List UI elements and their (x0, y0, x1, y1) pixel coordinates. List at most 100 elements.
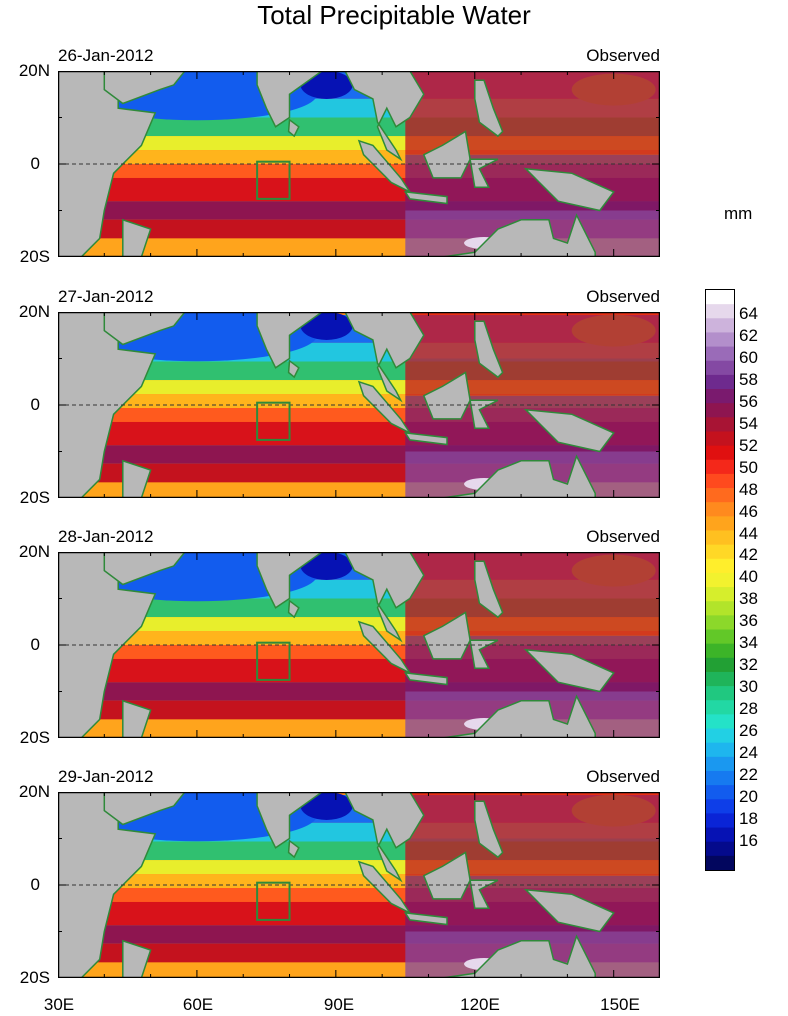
tpw-band (405, 792, 660, 839)
panel-3-lat-south: 20S (19, 728, 50, 747)
land-mass (403, 911, 448, 926)
colorbar-swatch (706, 417, 734, 432)
land-mass (474, 800, 504, 859)
land-mass (469, 639, 499, 670)
panel-1-lat-equator: 0 (30, 154, 40, 173)
colorbar-label: 46 (739, 501, 758, 521)
colorbar-label: 44 (739, 523, 758, 543)
colorbar-label: 38 (739, 589, 758, 609)
colorbar-label: 26 (739, 721, 758, 741)
land-mass (103, 71, 186, 105)
panel-1-status: Observed (586, 46, 660, 65)
land-mass (224, 312, 324, 369)
colorbar-swatch (706, 346, 734, 362)
colorbar-swatch (706, 332, 734, 348)
colorbar-label: 34 (739, 633, 758, 653)
colorbar-swatch (706, 502, 734, 517)
tpw-band (405, 552, 660, 599)
colorbar-swatch (706, 530, 734, 546)
colorbar-label: 24 (739, 743, 758, 762)
colorbar-border (705, 289, 735, 871)
panel-2-lat-north: 20N (18, 302, 50, 321)
study-area-box (256, 641, 291, 681)
colorbar-label: 42 (739, 545, 758, 565)
land-mass (287, 118, 300, 138)
colorbar-swatch (706, 304, 734, 319)
land-mass (103, 312, 186, 346)
land-mass (403, 190, 448, 205)
lon-label-60e: 60E (182, 995, 214, 1014)
colorbar-swatch (706, 799, 734, 814)
colorbar-swatch (706, 488, 734, 503)
colorbar-label: 54 (739, 413, 758, 433)
land-mass (469, 879, 499, 910)
colorbar-label: 64 (739, 304, 758, 323)
land-mass (224, 552, 324, 609)
panel-3-lat-equator: 0 (30, 635, 40, 654)
colorbar-unit: mm (724, 204, 753, 223)
panel-4-lat-equator: 0 (30, 875, 40, 894)
colorbar-label: 52 (739, 435, 758, 455)
land-mass (344, 792, 425, 883)
land-mass (474, 320, 504, 379)
colorbar-label: 22 (739, 764, 758, 784)
panel-1-date: 26-Jan-2012 (58, 46, 154, 65)
land-mass (103, 552, 186, 586)
land-mass (523, 888, 615, 933)
land-mass (403, 671, 448, 686)
tpw-band (405, 71, 660, 118)
map-panel-3 (58, 552, 660, 738)
land-mass (442, 934, 596, 978)
colorbar-label: 50 (739, 457, 758, 477)
land-mass (224, 792, 324, 849)
colorbar-swatch (706, 445, 734, 461)
land-mass (344, 312, 425, 403)
colorbar-swatch (706, 516, 734, 531)
land-mass (287, 599, 300, 619)
land-mass (442, 694, 596, 738)
map-frame (58, 792, 660, 978)
colorbar-swatch (706, 374, 734, 390)
panel-2-lat-south: 20S (19, 488, 50, 507)
colorbar-swatch (706, 728, 734, 744)
colorbar-swatch (706, 544, 734, 560)
colorbar-swatch (706, 558, 734, 574)
map-panel-4 (58, 792, 660, 978)
colorbar-label: 58 (739, 369, 758, 389)
colorbar-swatch (706, 473, 734, 489)
dry-region (300, 312, 353, 340)
land-mass (523, 648, 615, 693)
colorbar-swatch (706, 841, 734, 857)
land-mass (469, 399, 499, 430)
colorbar-label: 36 (739, 611, 758, 631)
colorbar-swatch (706, 290, 734, 305)
panel-1-lat-north: 20N (18, 61, 50, 80)
panel-3-date: 28-Jan-2012 (58, 527, 154, 546)
land-mass (122, 459, 152, 498)
colorbar-swatch (706, 431, 734, 447)
map-frame (58, 552, 660, 738)
study-area-box (256, 401, 291, 441)
panel-4-lat-north: 20N (18, 782, 50, 801)
map-frame (58, 71, 660, 257)
panel-2-status: Observed (586, 287, 660, 306)
colorbar-swatch (706, 389, 734, 404)
land-mass (122, 218, 152, 257)
land-mass (344, 71, 425, 162)
colorbar-swatch (706, 785, 734, 800)
panel-4-status: Observed (586, 767, 660, 786)
colorbar-label: 30 (739, 677, 758, 697)
colorbar-swatch (706, 657, 734, 673)
colorbar-swatch (706, 318, 734, 333)
dry-region (300, 552, 353, 580)
land-mass (287, 839, 300, 859)
colorbar-swatch (706, 714, 734, 730)
land-mass (474, 79, 504, 138)
colorbar-label: 28 (739, 699, 758, 719)
land-mass (122, 939, 152, 978)
land-mass (344, 552, 425, 643)
colorbar-swatch (706, 770, 734, 786)
colorbar-swatch (706, 403, 734, 418)
land-mass (523, 167, 615, 212)
colorbar-label: 18 (739, 808, 758, 828)
